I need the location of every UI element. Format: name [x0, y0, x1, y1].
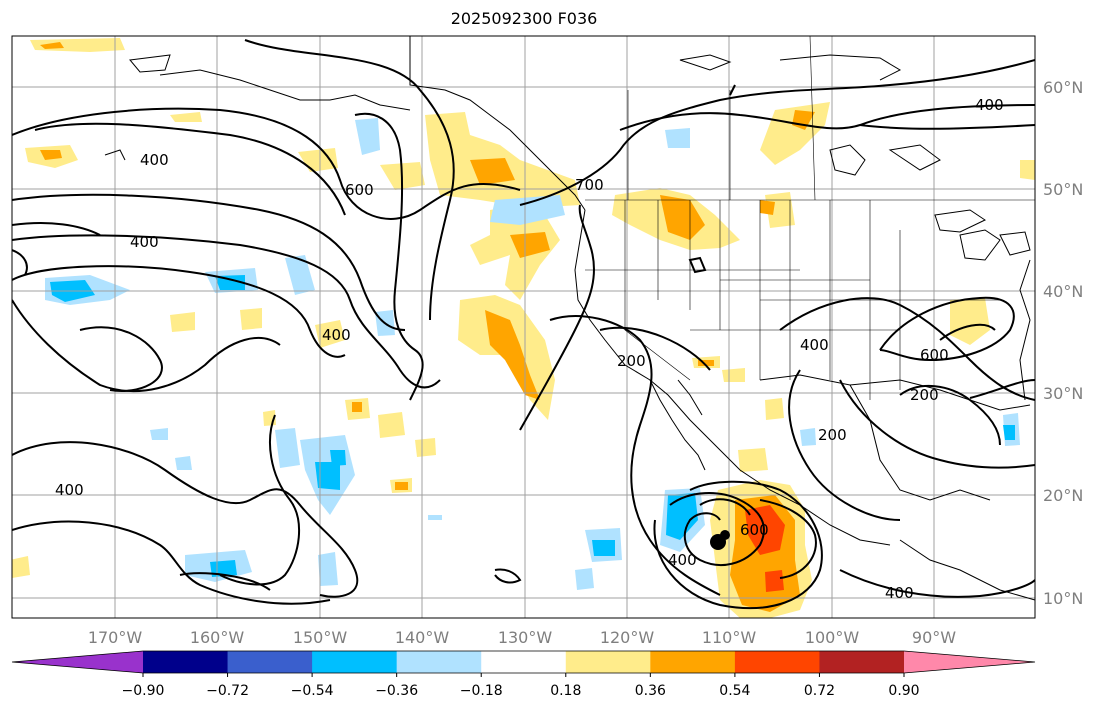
lat-label: 40°N: [1043, 282, 1083, 301]
colorbar-segment: [565, 651, 651, 673]
lon-label: 160°W: [190, 628, 245, 647]
contour-label: 200: [818, 426, 847, 444]
colorbar-segment: [819, 651, 905, 673]
colorbar-tick-label: −0.36: [375, 683, 418, 699]
colorbar-tick-label: −0.54: [291, 683, 334, 699]
colorbar-segment: [396, 651, 482, 673]
lon-label: 140°W: [395, 628, 450, 647]
colorbar-tick-label: 0.36: [635, 683, 666, 699]
colorbar-tick-label: 0.72: [804, 683, 835, 699]
contour-label: 400: [55, 481, 84, 499]
lat-label: 60°N: [1043, 78, 1083, 97]
coastlines: [104, 36, 1035, 601]
colorbar-segment: [143, 651, 229, 673]
colorbar-tick-label: 0.90: [888, 683, 919, 699]
lon-label: 100°W: [805, 628, 860, 647]
colorbar-segment: [650, 651, 736, 673]
colorbar-tick-label: 0.54: [719, 683, 750, 699]
contour-labels: 400 600 400 700 400 200 400 600 200 400 …: [55, 96, 1004, 602]
colorbar-segment: [312, 651, 398, 673]
contour-label: 600: [920, 346, 949, 364]
colorbar-segment: [227, 651, 313, 673]
contour-label: 700: [575, 176, 604, 194]
contour-label: 400: [975, 96, 1004, 114]
colorbar-tick-label: 0.18: [550, 683, 581, 699]
lat-label: 50°N: [1043, 180, 1083, 199]
lon-label: 110°W: [702, 628, 757, 647]
contour-label: 200: [910, 386, 939, 404]
colorbar: −0.90 −0.72 −0.54 −0.36 −0.18 0.18 0.36 0.54 0.7…: [11, 650, 1036, 699]
lon-label: 170°W: [88, 628, 143, 647]
latitude-labels: 60°N 50°N 40°N 30°N 20°N 10°N: [1043, 78, 1083, 608]
contour-label: 400: [322, 326, 351, 344]
colorbar-extend-low: [12, 651, 143, 673]
contour-label: 600: [740, 521, 769, 539]
colorbar-segment: [481, 651, 567, 673]
contour-label: 400: [140, 151, 169, 169]
longitude-labels: 170°W 160°W 150°W 140°W 130°W 120°W 110°…: [88, 628, 956, 647]
contour-label: 200: [617, 352, 646, 370]
lat-label: 20°N: [1043, 486, 1083, 505]
lon-label: 90°W: [912, 628, 956, 647]
map-title: 2025092300 F036: [450, 9, 598, 28]
colorbar-extend-high: [904, 651, 1035, 673]
lon-label: 130°W: [498, 628, 553, 647]
lon-label: 120°W: [600, 628, 655, 647]
height-contours: [12, 39, 1035, 609]
contour-label: 400: [885, 584, 914, 602]
contour-label: 600: [345, 181, 374, 199]
colorbar-tick-label: −0.90: [122, 683, 165, 699]
colorbar-tick-label: −0.18: [460, 683, 503, 699]
lat-label: 10°N: [1043, 589, 1083, 608]
contour-label: 400: [130, 233, 159, 251]
colorbar-segment: [734, 651, 820, 673]
contour-label: 400: [668, 551, 697, 569]
lon-label: 150°W: [293, 628, 348, 647]
contour-label: 400: [800, 336, 829, 354]
map-frame: [11, 35, 1036, 619]
grid-lines: [12, 36, 1035, 618]
lat-label: 30°N: [1043, 384, 1083, 403]
colorbar-tick-label: −0.72: [206, 683, 249, 699]
positive-shading: [12, 38, 1035, 618]
